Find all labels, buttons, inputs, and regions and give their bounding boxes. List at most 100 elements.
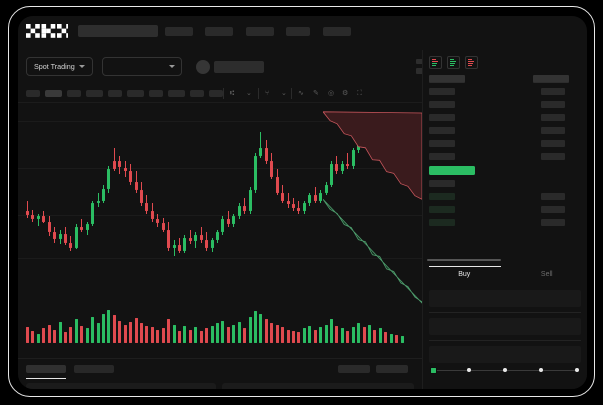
- volume-bar: [205, 328, 209, 343]
- chevron-down-icon[interactable]: ⌄: [281, 90, 287, 97]
- orders-content-left: [26, 383, 216, 389]
- timeframe-button-9[interactable]: [190, 90, 204, 97]
- wave-icon[interactable]: ∿: [298, 90, 304, 97]
- orderbook-bid-row[interactable]: [429, 219, 455, 226]
- volume-bar: [26, 327, 29, 343]
- volume-bar: [389, 333, 393, 343]
- volume-bar: [134, 317, 138, 343]
- orderbook-top-row: [429, 75, 465, 82]
- amount-field[interactable]: [429, 318, 581, 335]
- pencil-icon[interactable]: ✎: [313, 90, 319, 97]
- timeframe-button-1[interactable]: [26, 90, 40, 97]
- nav-tab-4[interactable]: [286, 27, 310, 36]
- timeframe-button-4[interactable]: [86, 90, 103, 97]
- volume-bar: [140, 323, 143, 343]
- volume-bar: [362, 327, 366, 343]
- orderbook-bid-row[interactable]: [429, 193, 455, 200]
- nav-tab-5[interactable]: [323, 27, 351, 36]
- timeframe-button-2[interactable]: [45, 90, 62, 97]
- order-entry-form: Buy Sell: [423, 266, 587, 389]
- timeframe-button-7[interactable]: [149, 90, 163, 97]
- orderbook-ask-row[interactable]: [429, 127, 455, 134]
- volume-bar: [145, 325, 149, 343]
- nav-tab-3[interactable]: [246, 27, 274, 36]
- volume-bar: [85, 328, 89, 343]
- volume-bar: [330, 319, 333, 343]
- volume-bar: [91, 316, 95, 343]
- form-divider: [429, 312, 581, 313]
- timeframe-button-6[interactable]: [127, 90, 144, 97]
- orderbook-asks-icon[interactable]: [465, 56, 478, 69]
- orderbook-ask-row[interactable]: [429, 114, 455, 121]
- orderbook-bid-row[interactable]: [429, 206, 455, 213]
- orderbook-bids-icon[interactable]: [447, 56, 460, 69]
- active-tab-underline: [26, 378, 66, 380]
- volume-bar: [368, 324, 371, 343]
- market-type-dropdown[interactable]: Spot Trading: [26, 57, 93, 76]
- volume-bar: [373, 329, 377, 343]
- volume-bar: [96, 323, 100, 343]
- chevron-down-icon[interactable]: ⌄: [246, 90, 252, 97]
- volume-bar: [216, 323, 219, 343]
- slider-handle[interactable]: [430, 366, 437, 374]
- volume-bar: [123, 324, 127, 343]
- orders-action-2[interactable]: [376, 365, 408, 373]
- volume-bar: [194, 327, 198, 343]
- orderbook-both-icon[interactable]: [429, 56, 442, 69]
- volume-bar: [42, 328, 46, 343]
- volume-bar: [118, 320, 122, 343]
- chevron-down-icon: [78, 65, 85, 68]
- tab-buy[interactable]: Buy: [458, 271, 471, 278]
- volume-bar: [161, 328, 165, 343]
- orders-tab-history[interactable]: [74, 365, 114, 373]
- volume-bar: [286, 329, 290, 343]
- slider-stop-25[interactable]: [467, 368, 471, 372]
- volume-bar: [210, 325, 214, 343]
- slider-stop-100[interactable]: [575, 368, 579, 372]
- timeframe-button-8[interactable]: [168, 90, 185, 97]
- timeframe-button-10[interactable]: [209, 90, 223, 97]
- orders-tab-open[interactable]: [26, 365, 66, 373]
- orderbook-ask-row[interactable]: [429, 101, 455, 108]
- search-input[interactable]: [78, 25, 158, 37]
- nav-tab-1[interactable]: [165, 27, 193, 36]
- volume-bar: [319, 327, 323, 343]
- volume-bar: [254, 311, 257, 343]
- timeframe-button-3[interactable]: [67, 90, 81, 97]
- volume-bar: [281, 327, 285, 343]
- tab-sell[interactable]: Sell: [540, 271, 553, 278]
- nav-tab-2[interactable]: [205, 27, 233, 36]
- alert-icon[interactable]: ◎: [328, 90, 335, 97]
- settings-icon[interactable]: ⚙: [342, 90, 349, 97]
- volume-bar: [64, 332, 67, 343]
- amount-percent-slider[interactable]: [429, 366, 581, 374]
- gridline: [18, 215, 422, 216]
- volume-bar: [248, 316, 252, 343]
- chart-type-icon[interactable]: ⑂: [265, 90, 270, 97]
- market-depth-overlay: [323, 111, 422, 304]
- okx-logo[interactable]: [26, 24, 68, 38]
- price-chart[interactable]: [18, 103, 422, 358]
- volume-bar: [183, 325, 187, 343]
- volume-bar: [340, 328, 344, 343]
- orders-action-1[interactable]: [338, 365, 370, 373]
- timeframe-button-5[interactable]: [108, 90, 122, 97]
- trading-pair-dropdown[interactable]: [102, 57, 182, 76]
- orderbook-scrollbar[interactable]: [427, 259, 501, 261]
- volume-bar: [297, 332, 301, 343]
- slider-stop-50[interactable]: [503, 368, 507, 372]
- orderbook-ask-row[interactable]: [429, 140, 455, 147]
- orderbook-bid-row[interactable]: [429, 180, 455, 187]
- indicator-icon[interactable]: ⑆: [230, 90, 235, 97]
- toolbar-divider: [223, 88, 224, 99]
- volume-bar: [226, 327, 230, 343]
- slider-stop-75[interactable]: [539, 368, 543, 372]
- active-tab-underline: [429, 266, 501, 268]
- price-field[interactable]: [429, 290, 581, 307]
- market-type-label: Spot Trading: [34, 62, 75, 71]
- gridline: [18, 258, 422, 259]
- total-field[interactable]: [429, 346, 581, 363]
- orderbook-ask-row[interactable]: [429, 153, 455, 160]
- fullscreen-icon[interactable]: ⛶: [357, 90, 362, 97]
- orderbook-ask-row[interactable]: [429, 88, 455, 95]
